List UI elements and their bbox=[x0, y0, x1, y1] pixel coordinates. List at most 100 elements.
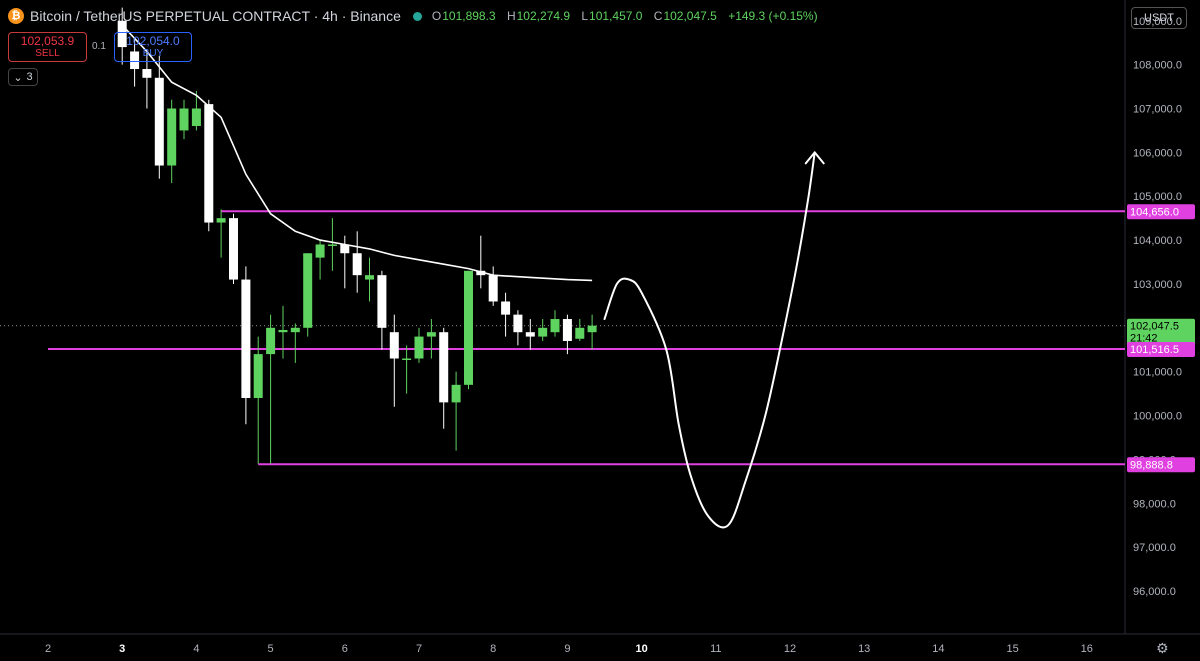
chart-header: ₿ Bitcoin / TetherUS PERPETUAL CONTRACT … bbox=[8, 8, 826, 24]
bullish-candle-body bbox=[451, 384, 461, 403]
spread-value: 0.1 bbox=[92, 41, 106, 52]
bearish-candle-body bbox=[352, 253, 362, 276]
forecast-arrowhead bbox=[804, 151, 825, 165]
y-tick-label: 104,000.0 bbox=[1133, 235, 1182, 247]
x-tick-label: 5 bbox=[268, 643, 274, 655]
symbol-title[interactable]: Bitcoin / TetherUS PERPETUAL CONTRACT · … bbox=[30, 8, 401, 24]
bullish-candle-body bbox=[266, 327, 276, 355]
ohlc-close-value: 102,047.5 bbox=[663, 9, 717, 23]
bullish-candle-body bbox=[550, 319, 560, 333]
buy-button[interactable]: 102,054.0 BUY bbox=[114, 32, 192, 62]
indicators-count: 3 bbox=[26, 71, 33, 83]
ohlc-close-key: C bbox=[653, 9, 663, 23]
y-tick-label: 97,000.0 bbox=[1133, 542, 1176, 554]
candles-layer bbox=[117, 7, 597, 464]
x-tick-label: 2 bbox=[45, 643, 51, 655]
bullish-candle-body bbox=[315, 244, 325, 258]
ohlc-readout: O101,898.3 H102,274.9 L101,457.0 C102,04… bbox=[432, 9, 826, 23]
x-tick-label: 14 bbox=[932, 643, 944, 655]
x-tick-label: 7 bbox=[416, 643, 422, 655]
bearish-candle-body bbox=[501, 301, 511, 315]
bearish-candle-body bbox=[229, 218, 238, 280]
bearish-candle-body bbox=[154, 77, 164, 166]
x-tick-label: 10 bbox=[635, 643, 647, 655]
ohlc-low-value: 101,457.0 bbox=[589, 9, 643, 23]
bullish-candle-body bbox=[538, 327, 548, 337]
bullish-candle-body bbox=[278, 330, 288, 333]
bearish-candle-body bbox=[525, 332, 535, 337]
ohlc-low-key: L bbox=[581, 9, 589, 23]
level-price-tag-box bbox=[1127, 204, 1195, 220]
x-tick-label: 15 bbox=[1006, 643, 1018, 655]
bullish-candle-body bbox=[167, 108, 177, 166]
y-tick-label: 107,000.0 bbox=[1133, 103, 1182, 115]
bullish-candle-body bbox=[327, 244, 337, 246]
y-tick-label: 101,000.0 bbox=[1133, 367, 1182, 379]
ohlc-open-key: O bbox=[431, 9, 442, 23]
price-change: +149.3 (+0.15%) bbox=[728, 9, 818, 23]
bearish-candle-body bbox=[389, 332, 399, 359]
y-tick-label: 108,000.0 bbox=[1133, 60, 1182, 72]
y-tick-label: 100,000.0 bbox=[1133, 411, 1182, 423]
bearish-candle-body bbox=[117, 20, 127, 48]
bullish-candle-body bbox=[414, 336, 424, 359]
currency-selector[interactable]: USDT bbox=[1131, 7, 1187, 29]
buy-label: BUY bbox=[142, 48, 164, 59]
bullish-candle-body bbox=[303, 253, 313, 328]
bullish-candle-body bbox=[191, 108, 201, 127]
x-tick-label: 6 bbox=[342, 643, 348, 655]
bullish-candle-body bbox=[216, 218, 226, 223]
bearish-candle-body bbox=[439, 332, 449, 403]
level-price-tag-text: 98,888.8 bbox=[1130, 459, 1173, 471]
y-tick-label: 98,000.0 bbox=[1133, 498, 1176, 510]
bearish-candle-body bbox=[476, 270, 486, 276]
x-tick-label: 16 bbox=[1081, 643, 1093, 655]
forecast-path[interactable] bbox=[603, 151, 816, 529]
bearish-candle-body bbox=[241, 279, 251, 398]
moving-average-line bbox=[121, 24, 593, 282]
market-open-status-icon bbox=[412, 11, 422, 21]
sell-button[interactable]: 102,053.9 SELL bbox=[8, 32, 87, 62]
x-tick-label: 11 bbox=[710, 643, 721, 655]
bullish-candle-body bbox=[179, 108, 189, 131]
last-price-tag-text: 21:42 bbox=[1130, 333, 1158, 345]
gear-icon[interactable]: ⚙ bbox=[1156, 640, 1169, 656]
ohlc-high-value: 102,274.9 bbox=[516, 9, 571, 23]
level-price-tag-text: 104,656.0 bbox=[1130, 206, 1179, 218]
horizontal-levels[interactable] bbox=[0, 210, 1125, 466]
bearish-candle-body bbox=[204, 104, 214, 223]
buy-price: 102,054.0 bbox=[126, 34, 180, 48]
last-price-tag-text: 102,047.5 bbox=[1130, 321, 1179, 333]
y-tick-label: 103,000.0 bbox=[1133, 279, 1182, 291]
bullish-candle-body bbox=[290, 327, 300, 333]
x-tick-label: 3 bbox=[119, 643, 125, 655]
x-tick-label: 8 bbox=[490, 643, 496, 655]
indicators-toggle-button[interactable]: ⌄ 3 bbox=[8, 68, 38, 86]
bearish-candle-body bbox=[377, 275, 387, 328]
bearish-candle-body bbox=[340, 244, 350, 254]
forecast-drawing-layer[interactable] bbox=[603, 151, 825, 529]
y-tick-label: 106,000.0 bbox=[1133, 147, 1182, 159]
bullish-candle-body bbox=[575, 327, 585, 339]
sell-label: SELL bbox=[35, 48, 60, 59]
moving-average-layer bbox=[121, 24, 593, 282]
bearish-candle-body bbox=[488, 275, 498, 302]
bearish-candle-body bbox=[562, 319, 572, 341]
x-tick-label: 12 bbox=[784, 643, 796, 655]
last-price-tag-box bbox=[1127, 318, 1195, 346]
chevron-down-icon: ⌄ bbox=[13, 71, 23, 84]
bullish-candle-body bbox=[587, 325, 597, 333]
x-tick-label: 13 bbox=[858, 643, 870, 655]
sell-price: 102,053.9 bbox=[20, 34, 75, 48]
x-tick-label: 9 bbox=[564, 643, 570, 655]
time-axis[interactable]: 2 3 4 5 6 7 8 9 10 11 12 13 14 15 16 bbox=[45, 643, 1093, 655]
level-price-tag-box bbox=[1127, 342, 1195, 358]
bullish-candle-body bbox=[365, 275, 375, 280]
x-tick-label: 4 bbox=[193, 643, 199, 655]
price-axis[interactable]: 96,000.097,000.098,000.099,000.0100,000.… bbox=[1127, 16, 1195, 598]
bearish-candle-body bbox=[130, 51, 140, 70]
level-price-tag-text: 101,516.5 bbox=[1130, 344, 1179, 356]
ohlc-open-value: 101,898.3 bbox=[442, 9, 496, 23]
y-tick-label: 109,000.0 bbox=[1133, 16, 1182, 28]
